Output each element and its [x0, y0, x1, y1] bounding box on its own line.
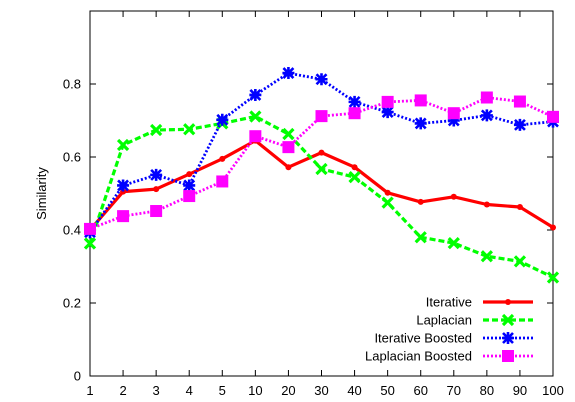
data-point — [513, 95, 526, 108]
x-tick-label: 70 — [447, 383, 461, 398]
y-axis-title: Similarity — [34, 167, 49, 220]
data-point — [414, 231, 427, 244]
data-point — [83, 237, 97, 250]
data-point — [483, 201, 490, 208]
data-point — [183, 123, 196, 136]
x-tick-label: 60 — [413, 383, 427, 398]
series-line — [88, 71, 554, 234]
data-point — [414, 117, 427, 130]
data-point — [513, 255, 527, 268]
data-point — [414, 94, 427, 107]
y-tick-label: 0.6 — [63, 150, 81, 165]
data-point — [547, 110, 559, 123]
data-point — [249, 130, 262, 143]
series-1 — [87, 137, 556, 233]
data-point — [116, 138, 130, 152]
x-tick-label: 100 — [542, 383, 564, 398]
legend-marker — [502, 350, 514, 362]
data-point — [315, 162, 328, 176]
data-point — [348, 95, 361, 108]
data-point — [351, 164, 358, 171]
x-tick-label: 80 — [480, 383, 494, 398]
y-tick-label: 0.8 — [63, 77, 81, 92]
data-point — [447, 107, 460, 120]
x-tick-label: 50 — [380, 383, 394, 398]
data-point — [447, 114, 460, 127]
legend-marker — [501, 313, 515, 327]
data-point — [282, 127, 295, 141]
x-tick-label: 5 — [219, 383, 226, 398]
legend: Iterative Laplacian Iterative Boosted Lapla… — [365, 295, 533, 364]
data-point — [219, 155, 226, 162]
data-point — [381, 95, 394, 108]
data-point — [249, 110, 262, 123]
series-layer — [83, 67, 560, 284]
legend-label: Laplacian Boosted — [365, 349, 472, 364]
data-point — [480, 91, 493, 104]
data-point — [282, 141, 295, 154]
data-point — [450, 193, 457, 200]
data-point — [348, 107, 361, 120]
data-point — [315, 110, 328, 123]
data-point — [150, 123, 163, 137]
x-tick-label: 20 — [281, 383, 295, 398]
data-point — [150, 168, 163, 181]
data-point — [186, 171, 193, 178]
y-tick-label: 0.2 — [63, 296, 81, 311]
data-point — [117, 210, 130, 223]
x-tick-label: 2 — [119, 383, 126, 398]
x-tick-label: 40 — [347, 383, 361, 398]
y-tick-label: 0.4 — [63, 223, 81, 238]
data-point — [216, 113, 229, 126]
data-point — [384, 189, 391, 196]
data-point — [120, 188, 127, 195]
series-4 — [84, 91, 559, 235]
x-tick-label: 90 — [513, 383, 527, 398]
data-point — [417, 198, 424, 205]
x-tick-label: 10 — [248, 383, 262, 398]
data-point — [315, 73, 328, 86]
legend-marker — [505, 299, 511, 305]
axes: 0 0.2 0.4 0.6 0.8 1 2 3 4 5 10 20 30 40 50 60 70 80 90 100 S… — [34, 10, 564, 398]
legend-marker — [502, 332, 514, 344]
data-point — [513, 118, 526, 131]
data-point — [381, 196, 394, 209]
data-point — [153, 186, 160, 193]
data-point — [183, 179, 196, 192]
data-point — [84, 222, 96, 235]
data-point — [480, 250, 493, 263]
x-tick-label: 3 — [153, 383, 160, 398]
data-point — [447, 237, 460, 250]
data-point — [216, 175, 229, 188]
data-point — [282, 67, 295, 80]
data-point — [516, 204, 523, 211]
data-point — [117, 179, 130, 192]
data-point — [249, 88, 262, 101]
x-tick-label: 1 — [86, 383, 93, 398]
data-point — [285, 164, 292, 171]
data-point — [480, 109, 493, 122]
series-2 — [83, 110, 560, 284]
data-point — [546, 271, 560, 284]
legend-label: Iterative — [426, 295, 472, 310]
data-point — [318, 149, 325, 156]
data-point — [550, 224, 556, 231]
y-tick-label: 0 — [74, 369, 81, 384]
legend-label: Iterative Boosted — [374, 331, 472, 346]
legend-label: Laplacian — [416, 313, 472, 328]
x-tick-label: 4 — [186, 383, 193, 398]
data-point — [183, 190, 196, 203]
data-point — [150, 205, 163, 218]
x-tick-label: 30 — [314, 383, 328, 398]
data-point — [381, 106, 394, 119]
data-point — [348, 170, 361, 184]
